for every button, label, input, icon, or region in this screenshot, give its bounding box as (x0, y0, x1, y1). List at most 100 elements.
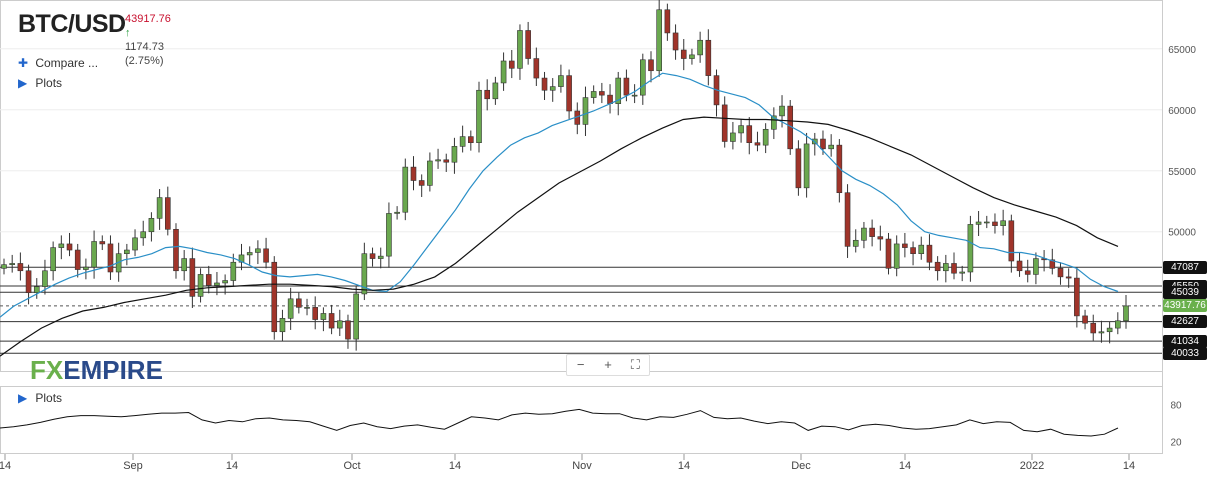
osc-tick-label: 80 (1170, 400, 1182, 411)
candle-body (418, 180, 425, 186)
plots-label: Plots (35, 76, 63, 90)
candle-body (951, 263, 957, 274)
price-box: 43917.76 ↑ 1174.73 (2.75%) (125, 12, 171, 68)
candle-body (328, 313, 335, 329)
candle-body (304, 307, 310, 309)
candle-body (451, 146, 458, 163)
candle-body (402, 166, 409, 213)
candle-body (983, 221, 990, 224)
candle-body (680, 49, 687, 59)
candle-body (918, 244, 925, 254)
candle-body (640, 59, 646, 96)
candle-body (435, 159, 441, 162)
candle-body (771, 115, 777, 130)
candle-body (164, 197, 171, 230)
x-tick-label: 14 (0, 460, 11, 472)
oscillator-line (0, 408, 1119, 437)
x-tick-label: 14 (678, 460, 690, 472)
candle-body (533, 58, 540, 79)
candle-body (803, 143, 810, 189)
candle-body (427, 160, 433, 186)
fit-screen-icon[interactable]: ⛶ (630, 357, 640, 372)
lower-plots-button[interactable]: ▶ Plots (18, 391, 62, 405)
candle-body (500, 60, 507, 84)
fxempire-logo: FXEMPIRE (30, 355, 163, 385)
candle-body (58, 243, 65, 248)
candle-body (836, 144, 843, 194)
compare-button[interactable]: ✚ Compare ... (18, 56, 98, 70)
candle-body (468, 136, 474, 144)
candle-body (828, 144, 834, 150)
compare-label: Compare ... (35, 56, 99, 70)
candle-body (558, 75, 564, 87)
candle-body (623, 77, 630, 96)
candle-body (893, 243, 900, 269)
candle-body (910, 247, 916, 254)
candle-body (508, 60, 515, 69)
play-icon: ▶ (18, 76, 28, 90)
candle-body (484, 89, 490, 100)
ma20-line (0, 72, 1119, 318)
last-price-tag: 43917.76 (1163, 299, 1207, 313)
candle-body (705, 39, 712, 76)
level-tag: 45039 (1163, 285, 1207, 299)
candle-body (369, 253, 376, 259)
y-tick-label: 55000 (1168, 167, 1196, 178)
candle-body (599, 91, 605, 96)
candle-body (1090, 322, 1097, 334)
level-tag: 42627 (1163, 315, 1207, 329)
candle-body (1098, 331, 1105, 334)
x-tick-label: Oct (343, 460, 360, 472)
candle-body (1049, 259, 1056, 269)
candle-body (50, 247, 56, 272)
candle-body (730, 132, 736, 142)
candle-body (1016, 260, 1023, 272)
x-tick-label: Dec (791, 460, 811, 472)
candle-body (615, 77, 622, 104)
candle-body (844, 192, 851, 247)
level-tag: 40033 (1163, 346, 1207, 360)
candle-body (386, 213, 392, 257)
candle-body (738, 125, 744, 134)
candle-body (312, 307, 319, 320)
play-icon: ▶ (18, 391, 28, 405)
candle-body (820, 138, 826, 150)
plots-button[interactable]: ▶ Plots (18, 76, 62, 90)
x-tick-label: 14 (449, 460, 461, 472)
candle-body (91, 241, 97, 268)
candle-body (410, 166, 417, 181)
candle-body (377, 255, 384, 259)
x-tick-label: Nov (572, 460, 592, 472)
candle-body (672, 32, 679, 51)
x-tick-label: 14 (899, 460, 911, 472)
candle-body (721, 104, 728, 142)
candle-body (689, 54, 695, 59)
candle-body (697, 39, 703, 56)
candle-body (107, 243, 114, 273)
candle-body (631, 94, 638, 97)
candle-body (320, 313, 327, 320)
candle-body (975, 221, 982, 225)
candle-body (877, 236, 884, 240)
candle-body (869, 227, 875, 237)
candle-body (66, 243, 73, 251)
candle-body (1123, 305, 1129, 322)
candle-body (1065, 276, 1072, 279)
price-pane-frame (0, 0, 1163, 372)
candle-body (394, 211, 400, 214)
zoom-out-button[interactable]: − (576, 357, 585, 372)
candle-body (189, 258, 196, 297)
zoom-in-button[interactable]: + (604, 357, 612, 372)
change-text: 1174.73 (2.75%) (125, 41, 164, 67)
x-tick-label: Sep (123, 460, 143, 472)
candle-body (1, 264, 7, 269)
x-tick-label: 14 (226, 460, 238, 472)
osc-tick-label: 20 (1170, 438, 1182, 449)
chart-header: BTC/USD 43917.76 ↑ 1174.73 (2.75%) (18, 10, 171, 67)
oscillator-pane-frame (0, 386, 1163, 454)
candle-body (1033, 258, 1039, 275)
candle-body (222, 280, 228, 284)
candle-body (664, 9, 671, 34)
candle-body (83, 266, 89, 270)
